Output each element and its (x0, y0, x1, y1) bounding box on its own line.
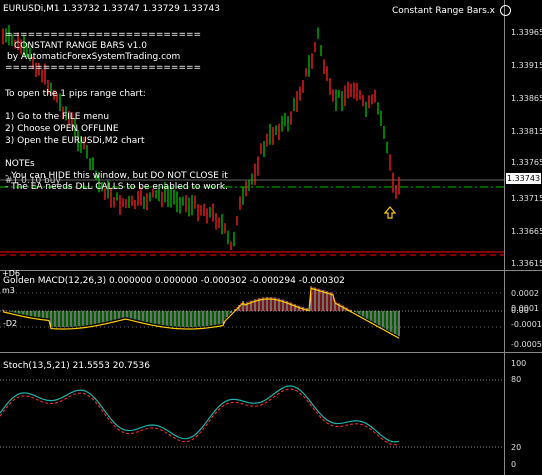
symbol-header: EURUSDi,M1 1.33732 1.33747 1.33729 1.337… (3, 4, 220, 14)
macd-axis-label: 0.0001 (511, 304, 539, 313)
main-pane-separator (0, 270, 542, 271)
stoch-axis-label: 80 (511, 375, 522, 384)
info-step: 1) Go to the FILE menu (5, 112, 110, 122)
price-axis-label: 1.33815 (511, 127, 542, 136)
macd-tag: m3 (2, 286, 15, 295)
stoch-axis-label: 0 (511, 460, 517, 469)
info-title: CONSTANT RANGE BARS v1.0 (14, 41, 147, 51)
info-step: 2) Choose OPEN OFFLINE (5, 124, 119, 134)
buy-arrow-icon (383, 206, 397, 219)
stoch-axis-label: 20 (511, 443, 522, 452)
indicator-header: Constant Range Bars.x (392, 5, 511, 17)
price-axis-label: 1.33965 (511, 28, 542, 37)
stoch-axis-label: 100 (511, 359, 527, 368)
smiley-icon[interactable] (499, 5, 511, 16)
price-axis-label: 1.33765 (511, 158, 542, 167)
price-axis-label: 1.33715 (511, 194, 542, 203)
info-notes-title: NOTEs (5, 159, 35, 169)
price-bars (2, 25, 400, 250)
macd-axis-label: -0.0001 (511, 320, 542, 329)
info-step: 3) Open the EURUSDi,M2 chart (5, 136, 145, 146)
info-note: - The EA needs DLL CALLS to be enabled t… (5, 182, 228, 192)
macd-axis-label: -0.0005 (511, 340, 542, 349)
info-open-line: To open the 1 pips range chart: (5, 89, 146, 99)
macd-axis-label: 0.0002 (511, 289, 539, 298)
macd-axis-label: 0.00 (511, 306, 529, 315)
price-axis-divider (504, 0, 505, 475)
price-axis-label: 1.33615 (511, 259, 542, 268)
info-site: by AutomaticForexSystemTrading.com (7, 52, 181, 62)
indicator-name: Constant Range Bars.x (392, 6, 495, 16)
price-axis-label: 1.33865 (511, 94, 542, 103)
stoch-signal-line (0, 388, 400, 446)
macd-pane-separator (0, 352, 542, 353)
price-axis-label: 1.33665 (511, 227, 542, 236)
order-label[interactable]: #1 0.10 buy (5, 176, 61, 186)
macd-tag: +D6 (2, 269, 20, 278)
macd-signal-line (2, 287, 400, 339)
stoch-main-line (0, 385, 400, 443)
macd-title: Golden MACD(12,26,3) 0.000000 0.000000 -… (3, 276, 345, 286)
info-note: - You can HIDE this window, but DO NOT C… (5, 171, 228, 181)
stoch-title: Stoch(13,5,21) 21.5553 20.7536 (3, 361, 150, 371)
info-divider: ========================== (5, 30, 202, 40)
current-price-tag: 1.33743 (506, 173, 541, 184)
price-axis-label: 1.33915 (511, 61, 542, 70)
info-divider: ========================== (5, 63, 202, 73)
macd-tag: -D2 (3, 319, 18, 328)
